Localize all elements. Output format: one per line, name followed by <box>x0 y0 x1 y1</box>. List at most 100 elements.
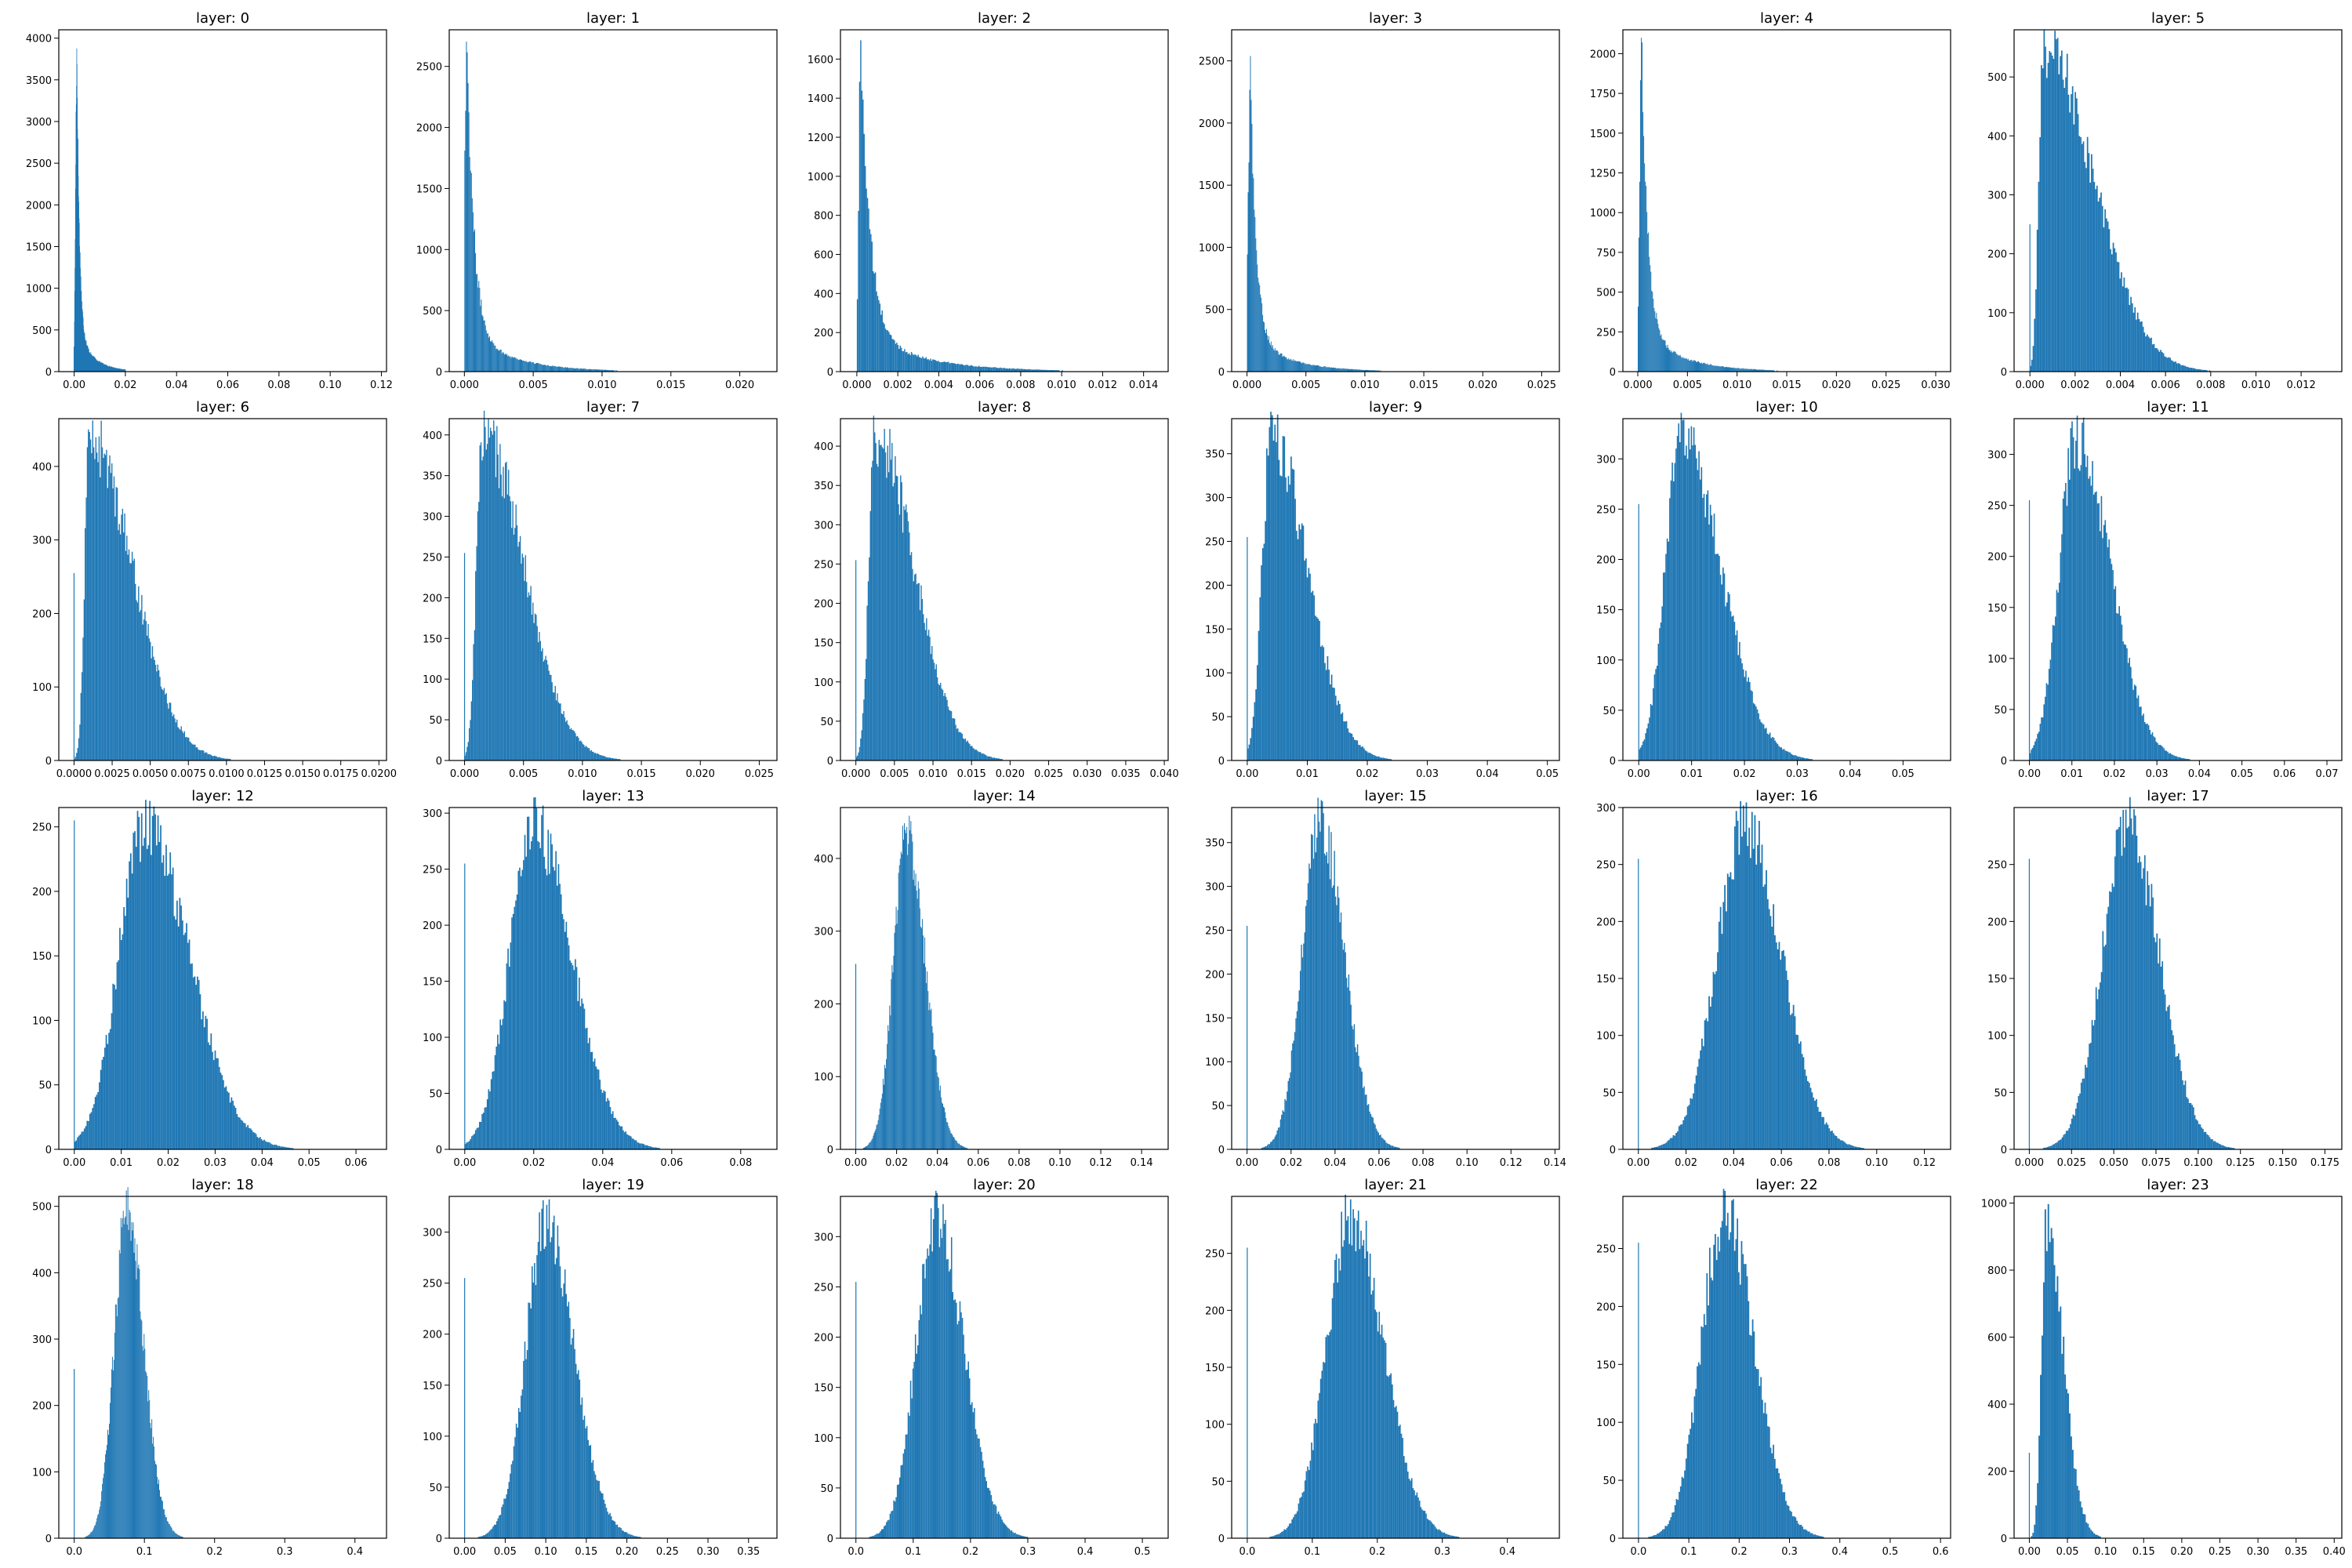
histogram-bar <box>1283 355 1285 372</box>
y-tick-label: 250 <box>814 1282 833 1294</box>
histogram-bar <box>180 1536 181 1538</box>
histogram-bar <box>1018 1534 1020 1538</box>
histogram-bar <box>1269 343 1270 372</box>
histogram-bar <box>1352 737 1354 760</box>
y-tick-label: 0 <box>45 367 52 379</box>
histogram-bar <box>1293 470 1295 760</box>
histogram-bar <box>1310 365 1312 372</box>
histogram-bar <box>1744 1264 1747 1538</box>
histogram-bar <box>656 1147 658 1149</box>
histogram-bar <box>91 1532 93 1538</box>
histogram-bar <box>475 252 477 372</box>
histogram-bar <box>2143 332 2146 372</box>
histogram-bar <box>1397 1147 1399 1149</box>
histogram-bar <box>2164 994 2166 1149</box>
histogram-bar <box>2140 321 2142 372</box>
histogram-bar <box>1737 368 1738 372</box>
x-tick-label: 0.015 <box>1772 379 1801 391</box>
histogram-bar <box>1436 1528 1438 1538</box>
histogram-bar <box>277 1145 279 1149</box>
histogram-bar <box>122 508 124 760</box>
histogram-bar <box>1639 747 1642 760</box>
histogram-bar <box>1691 1098 1693 1149</box>
histogram-bar <box>1682 358 1684 372</box>
histogram-bar <box>1273 1138 1275 1149</box>
histogram-bar <box>605 369 607 372</box>
histogram-bar <box>177 926 180 1149</box>
subplot-title: layer: 8 <box>978 399 1031 416</box>
histogram-bar <box>891 1511 892 1538</box>
histogram-bar <box>971 746 973 760</box>
y-tick-label: 500 <box>1987 72 2007 84</box>
histogram-bar <box>216 757 219 760</box>
subplot-3: layer: 30.000 0.005 0.010 0.015 0.020 0.02505… <box>1199 10 1560 391</box>
x-tick-label: 0.5 <box>1134 1546 1151 1558</box>
histogram-bar <box>935 361 937 372</box>
histogram-bar <box>1761 844 1763 1149</box>
histogram-bar <box>1348 368 1350 372</box>
histogram-bar <box>141 594 143 760</box>
x-tick-label: 0.04 <box>1476 768 1499 780</box>
histogram-bar <box>1353 369 1355 372</box>
histogram-bar <box>923 614 924 760</box>
histogram-bar <box>927 630 930 760</box>
histogram-bar <box>2044 1209 2046 1538</box>
histogram-bar <box>986 366 988 372</box>
histogram-bar <box>1684 1470 1686 1538</box>
histogram-bar <box>1714 974 1716 1149</box>
histogram-bar <box>2195 1119 2198 1149</box>
histogram-bar <box>979 1446 982 1538</box>
histogram-bar <box>1715 1260 1718 1538</box>
histogram-bar <box>1678 423 1680 760</box>
y-tick-label: 350 <box>1205 449 1225 461</box>
histogram-bar <box>1323 647 1325 760</box>
histogram-bar <box>2154 347 2157 372</box>
histogram-bar <box>1363 748 1365 760</box>
histogram-bar <box>142 1345 143 1538</box>
histogram-bar <box>587 748 589 760</box>
histogram-bar <box>616 1524 619 1538</box>
histogram-bar <box>1795 756 1798 760</box>
histogram-bar <box>1356 1044 1359 1149</box>
histogram-bar <box>637 1537 639 1538</box>
histogram-bar <box>1252 173 1254 372</box>
histogram-bar <box>912 354 913 372</box>
histogram-bar <box>1335 368 1337 372</box>
x-tick-label: 0.000 <box>842 379 871 391</box>
histogram-bar <box>233 1105 235 1149</box>
y-tick-label: 200 <box>814 328 833 339</box>
histogram-bar <box>1288 358 1290 372</box>
histogram-bar <box>2133 809 2135 1149</box>
histogram-bar <box>93 447 95 760</box>
histogram-bar <box>1681 1124 1683 1149</box>
histogram-bar <box>644 1145 646 1149</box>
y-tick-label: 300 <box>32 1334 52 1346</box>
histogram-bar <box>86 447 89 760</box>
histogram-bar <box>156 1465 158 1538</box>
histogram-bar <box>1259 597 1261 760</box>
histogram-bar <box>120 1218 122 1538</box>
x-tick-label: 0.00 <box>2018 1546 2041 1558</box>
histogram-bar <box>2078 468 2079 760</box>
histogram-bar <box>2095 987 2097 1149</box>
histogram-bar <box>2179 363 2181 372</box>
histogram-bar <box>503 498 505 760</box>
histogram-bar <box>891 1510 894 1538</box>
histogram-bar <box>931 361 933 372</box>
histogram-bar <box>1756 709 1759 760</box>
histogram-bar <box>1350 368 1352 372</box>
histogram-bar <box>123 906 125 1149</box>
histogram-bar <box>2210 1139 2212 1149</box>
histogram-bar <box>958 364 960 372</box>
histogram-bar <box>1299 361 1300 372</box>
histogram-bar <box>1006 1526 1008 1538</box>
histogram-bar <box>1825 1122 1828 1149</box>
histogram-bar <box>872 460 873 760</box>
histogram-bar <box>1316 1423 1318 1538</box>
histogram-bar <box>640 1537 641 1538</box>
histogram-bar <box>2109 891 2111 1149</box>
histogram-bar <box>1378 1312 1381 1538</box>
histogram-bar <box>2045 78 2048 372</box>
histogram-bar <box>2126 828 2129 1149</box>
histogram-bar <box>1661 606 1663 760</box>
